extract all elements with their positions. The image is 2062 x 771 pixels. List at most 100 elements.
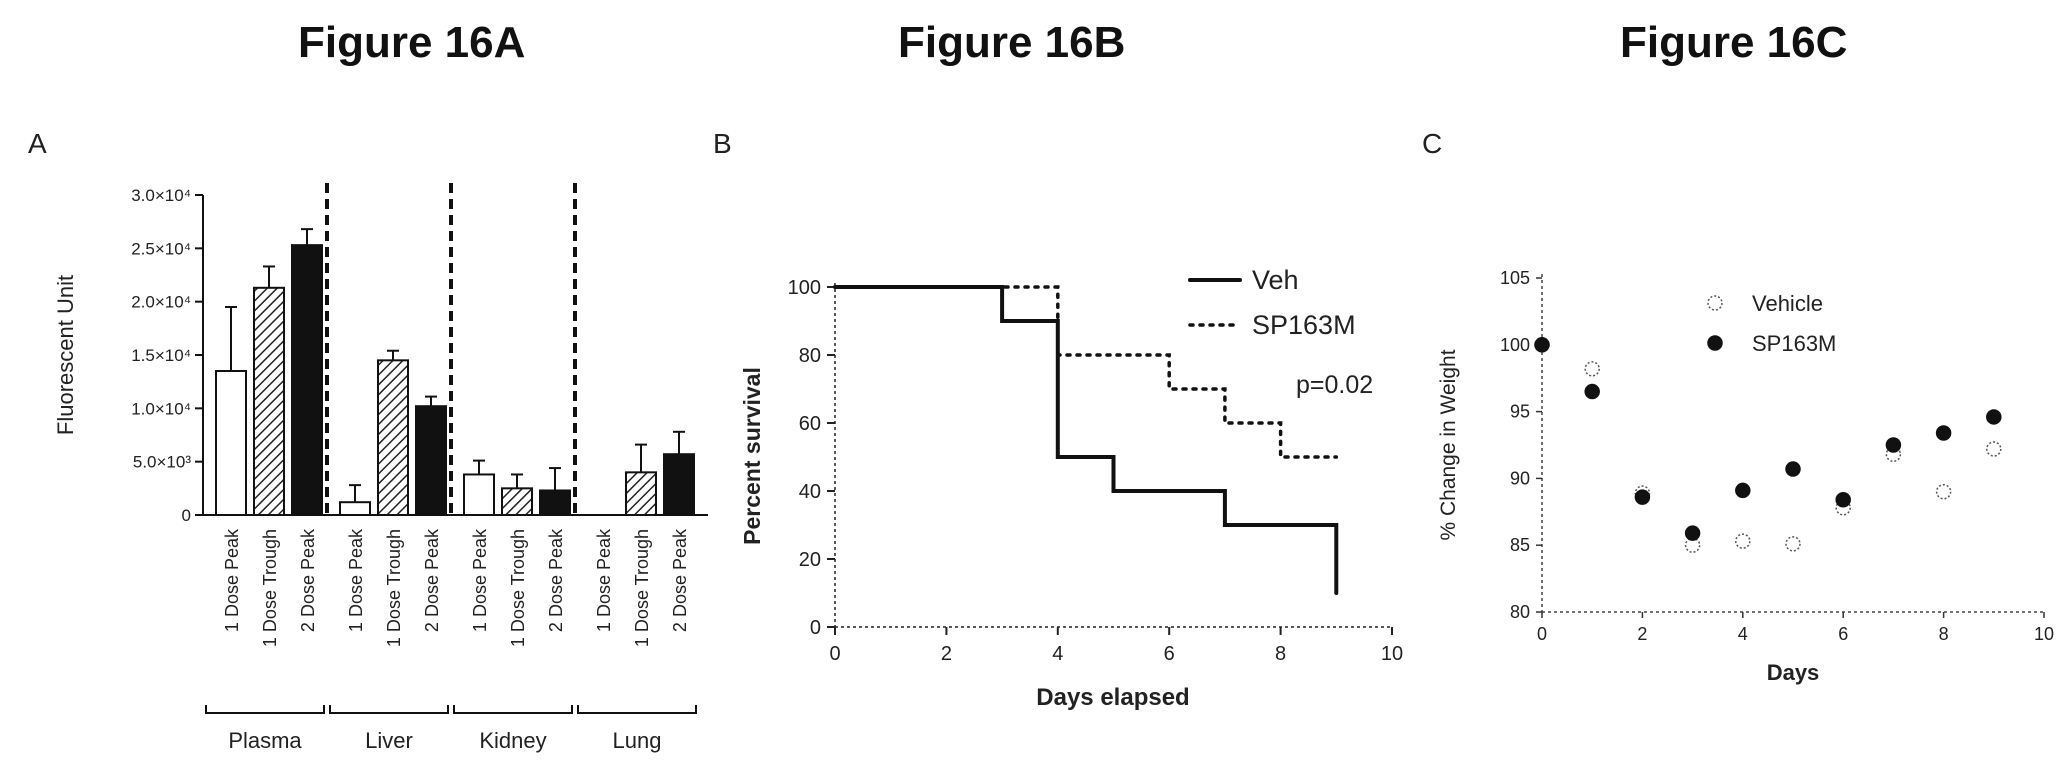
x-tick-label: 8 bbox=[1275, 643, 1286, 665]
group-label: Kidney bbox=[479, 728, 546, 753]
x-tick-label: 2 bbox=[941, 643, 952, 665]
y-tick-label: 90 bbox=[1510, 468, 1530, 488]
bar bbox=[377, 359, 409, 517]
x-tick-label: 1 Dose Peak bbox=[346, 528, 366, 632]
x-tick-label: 2 Dose Peak bbox=[422, 528, 442, 632]
legend-label: SP163M bbox=[1752, 331, 1836, 356]
y-tick-label: 100 bbox=[1500, 335, 1530, 355]
x-axis-label: Days bbox=[1767, 660, 1820, 685]
x-tick-label: 1 Dose Trough bbox=[508, 529, 528, 647]
y-tick-label: 0 bbox=[182, 506, 191, 525]
group-label: Plasma bbox=[228, 728, 302, 753]
x-tick-label: 6 bbox=[1164, 643, 1175, 665]
y-tick-label: 105 bbox=[1500, 268, 1530, 288]
panel-a-bar-chart: A Fluorescent Unit 0 5.0×10³ 1.0×10⁴ 1.5×10⁴ 2… bbox=[28, 128, 708, 753]
data-point-vehicle bbox=[1986, 441, 2002, 457]
y-tick-label: 1.5×10⁴ bbox=[131, 346, 191, 365]
x-axis-label: Days elapsed bbox=[1036, 684, 1189, 711]
panel-c-weight-chart: C % Change in Weight Days 80 85 90 95 100 105 0 2 4… bbox=[1422, 128, 2054, 685]
y-axis-label: Percent survival bbox=[739, 367, 765, 545]
y-tick-label: 80 bbox=[799, 345, 821, 367]
figure-title-c: Figure 16C bbox=[1620, 18, 1848, 67]
data-point-sp163m bbox=[1534, 337, 1550, 353]
panel-label-a: A bbox=[28, 128, 47, 159]
series-line-sp163m bbox=[833, 285, 1339, 459]
y-tick-label: 0 bbox=[810, 617, 821, 639]
x-tick-label: 2 Dose Peak bbox=[546, 528, 566, 632]
x-tick-label: 2 Dose Peak bbox=[670, 528, 690, 632]
bar bbox=[415, 405, 447, 517]
x-tick-label: 2 bbox=[1637, 624, 1647, 644]
data-point-sp163m bbox=[1735, 482, 1751, 499]
x-tick-label: 4 bbox=[1738, 624, 1748, 644]
group-bracket bbox=[205, 705, 325, 714]
bar bbox=[625, 471, 657, 517]
figure-title-b: Figure 16B bbox=[898, 18, 1126, 67]
bar bbox=[253, 286, 285, 516]
y-tick-label: 100 bbox=[788, 277, 821, 299]
bar bbox=[463, 473, 495, 517]
legend-label: SP163M bbox=[1252, 310, 1356, 340]
panel-label-c: C bbox=[1422, 128, 1442, 159]
figure-title-a: Figure 16A bbox=[298, 18, 526, 67]
data-point-sp163m bbox=[1785, 461, 1801, 477]
data-point-sp163m bbox=[1885, 437, 1902, 453]
p-value-annotation: p=0.02 bbox=[1296, 371, 1373, 399]
panel-label-b: B bbox=[713, 128, 732, 159]
data-point-sp163m bbox=[1835, 492, 1851, 508]
x-tick-label: 2 Dose Peak bbox=[298, 528, 318, 632]
bar bbox=[663, 453, 695, 517]
data-point-sp163m bbox=[1584, 383, 1600, 400]
x-tick-label: 1 Dose Trough bbox=[632, 529, 652, 647]
x-tick-label: 10 bbox=[1381, 643, 1403, 665]
y-tick-label: 95 bbox=[1510, 402, 1530, 422]
y-tick-label: 20 bbox=[799, 549, 821, 571]
bar bbox=[501, 487, 533, 517]
x-tick-label: 8 bbox=[1939, 624, 1949, 644]
y-tick-label: 1.0×10⁴ bbox=[131, 399, 191, 418]
bar bbox=[339, 501, 371, 517]
y-tick-label: 60 bbox=[799, 413, 821, 435]
group-bracket bbox=[329, 705, 449, 714]
legend-marker bbox=[1707, 295, 1723, 311]
x-tick-label: 1 Dose Peak bbox=[222, 528, 242, 632]
group-bracket bbox=[577, 705, 697, 714]
x-tick-label: 6 bbox=[1838, 624, 1848, 644]
data-point-vehicle bbox=[1735, 533, 1751, 549]
data-point-sp163m bbox=[1634, 489, 1651, 505]
x-tick-label: 1 Dose Peak bbox=[594, 528, 614, 632]
y-axis-label: % Change in Weight bbox=[1437, 349, 1460, 540]
data-point-sp163m bbox=[1935, 425, 1952, 441]
y-tick-label: 5.0×10³ bbox=[133, 453, 191, 472]
data-point-vehicle bbox=[1785, 536, 1801, 552]
y-tick-label: 85 bbox=[1510, 535, 1530, 555]
y-tick-label: 2.5×10⁴ bbox=[131, 239, 191, 258]
y-axis-label: Fluorescent Unit bbox=[53, 275, 78, 435]
y-tick-label: 80 bbox=[1510, 602, 1530, 622]
data-point-vehicle bbox=[1935, 484, 1952, 500]
bar bbox=[539, 489, 571, 517]
x-tick-label: 10 bbox=[2034, 624, 2054, 644]
legend-label: Vehicle bbox=[1752, 291, 1823, 316]
x-tick-label: 4 bbox=[1052, 643, 1063, 665]
x-tick-label: 1 Dose Trough bbox=[384, 529, 404, 647]
x-tick-label: 0 bbox=[829, 643, 840, 665]
x-tick-label: 0 bbox=[1537, 624, 1547, 644]
y-tick-label: 40 bbox=[799, 481, 821, 503]
x-tick-label: 1 Dose Peak bbox=[470, 528, 490, 632]
group-label: Liver bbox=[365, 728, 413, 753]
group-bracket bbox=[453, 705, 573, 714]
legend-marker bbox=[1707, 335, 1723, 351]
legend-label: Veh bbox=[1252, 265, 1299, 295]
data-point-sp163m bbox=[1684, 525, 1701, 541]
data-point-vehicle bbox=[1584, 361, 1600, 377]
bar bbox=[215, 370, 247, 516]
bar bbox=[291, 244, 323, 516]
y-tick-label: 3.0×10⁴ bbox=[131, 186, 191, 205]
data-point-sp163m bbox=[1986, 409, 2002, 425]
series-line-veh bbox=[833, 285, 1339, 595]
x-tick-label: 1 Dose Trough bbox=[260, 529, 280, 647]
y-tick-label: 2.0×10⁴ bbox=[131, 293, 191, 312]
